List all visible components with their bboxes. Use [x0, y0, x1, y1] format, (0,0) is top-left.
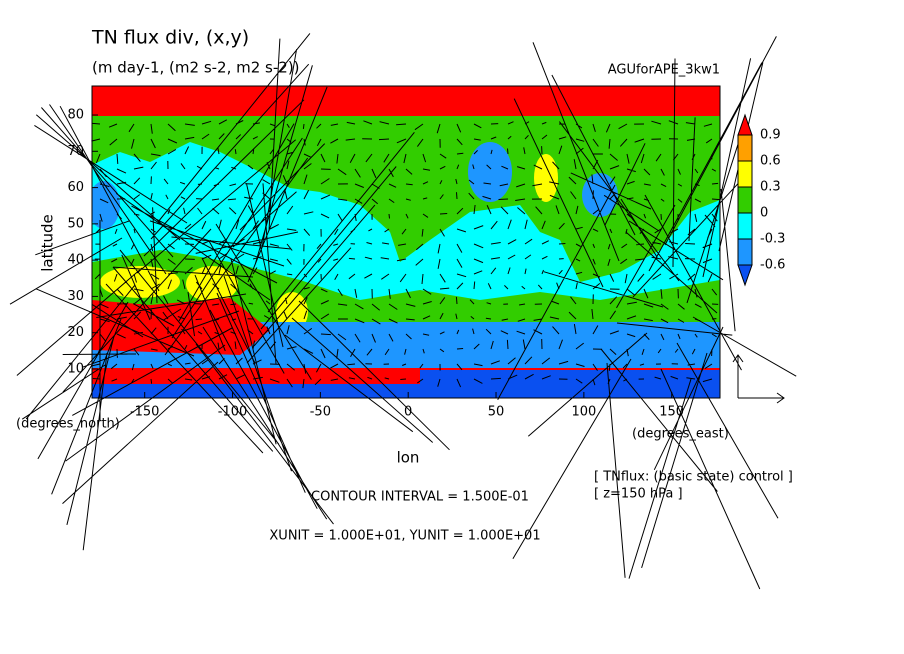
contour-interval: CONTOUR INTERVAL = 1.500E-01: [311, 490, 529, 505]
contour-region: [534, 154, 558, 202]
colorbar-cell: [737, 160, 753, 188]
colorbar-cell: [737, 134, 753, 162]
x-tick-label: 50: [488, 405, 505, 420]
vectors: [9, 33, 797, 590]
vector-field: [9, 33, 797, 590]
colorbar-cell: [737, 238, 753, 266]
y-tick-label: 20: [67, 325, 84, 340]
vector-units: XUNIT = 1.000E+01, YUNIT = 1.000E+01: [269, 529, 540, 544]
y-tick-label: 50: [67, 216, 84, 231]
x-tick-label: 0: [404, 405, 412, 420]
x-tick-label: -50: [310, 405, 331, 420]
colorbar-label: 0: [760, 206, 768, 221]
reference-vector: [732, 354, 785, 404]
colorbar: -0.6 -0.3 0 0.3 0.6 0.9: [737, 113, 785, 287]
contour-region: [92, 86, 720, 116]
y-tick-label: 60: [67, 180, 84, 195]
x-tick-label: 100: [571, 405, 596, 420]
y-axis-label: latitude: [39, 214, 57, 272]
contour-region: [92, 181, 120, 229]
y-tick-label: 80: [67, 108, 84, 123]
dataset-label: AGUforAPE_3kw1: [608, 63, 720, 78]
colorbar-cell: [737, 113, 753, 136]
contour-region: [420, 370, 720, 384]
plot-frame: [91, 85, 721, 399]
chart-subtitle: (m day-1, (m2 s-2, m2 s-2)): [92, 59, 300, 77]
colorbar-label: 0.3: [760, 180, 781, 195]
contour-region: [468, 142, 512, 202]
colorbar-label: 0.6: [760, 154, 781, 169]
x-unit: (degrees_east): [632, 427, 729, 442]
y-tick-label: 10: [67, 361, 84, 376]
x-tick-label: -100: [218, 405, 248, 420]
colorbar-cell: [737, 212, 753, 240]
x-axis-label: lon: [397, 449, 420, 467]
contour-region: [92, 250, 720, 330]
colorbar-label: -0.3: [760, 232, 785, 247]
level-note: [ z=150 hPa ]: [594, 487, 683, 502]
colorbar-label: 0.9: [760, 128, 781, 143]
contour-field: [92, 86, 720, 398]
variable-note: [ TNflux: (basic state) control ]: [594, 470, 793, 485]
colorbar-label: -0.6: [760, 258, 785, 273]
x-tick-label: -150: [130, 405, 160, 420]
y-tick-label: 30: [67, 289, 84, 304]
colorbar-cell: [737, 264, 753, 287]
contour-region: [100, 266, 180, 298]
x-tick-label: 150: [659, 405, 684, 420]
colorbar-cell: [737, 186, 753, 214]
y-tick-label: 70: [67, 144, 84, 159]
axes: -150 -100 -50 0 50 100 150 10 20 30 40 50 60 70 80: [67, 108, 684, 420]
y-tick-label: 40: [67, 253, 84, 268]
contour-region: [92, 384, 720, 398]
y-unit: (degrees_north): [16, 417, 120, 432]
chart-title: TN flux div, (x,y): [91, 27, 249, 49]
